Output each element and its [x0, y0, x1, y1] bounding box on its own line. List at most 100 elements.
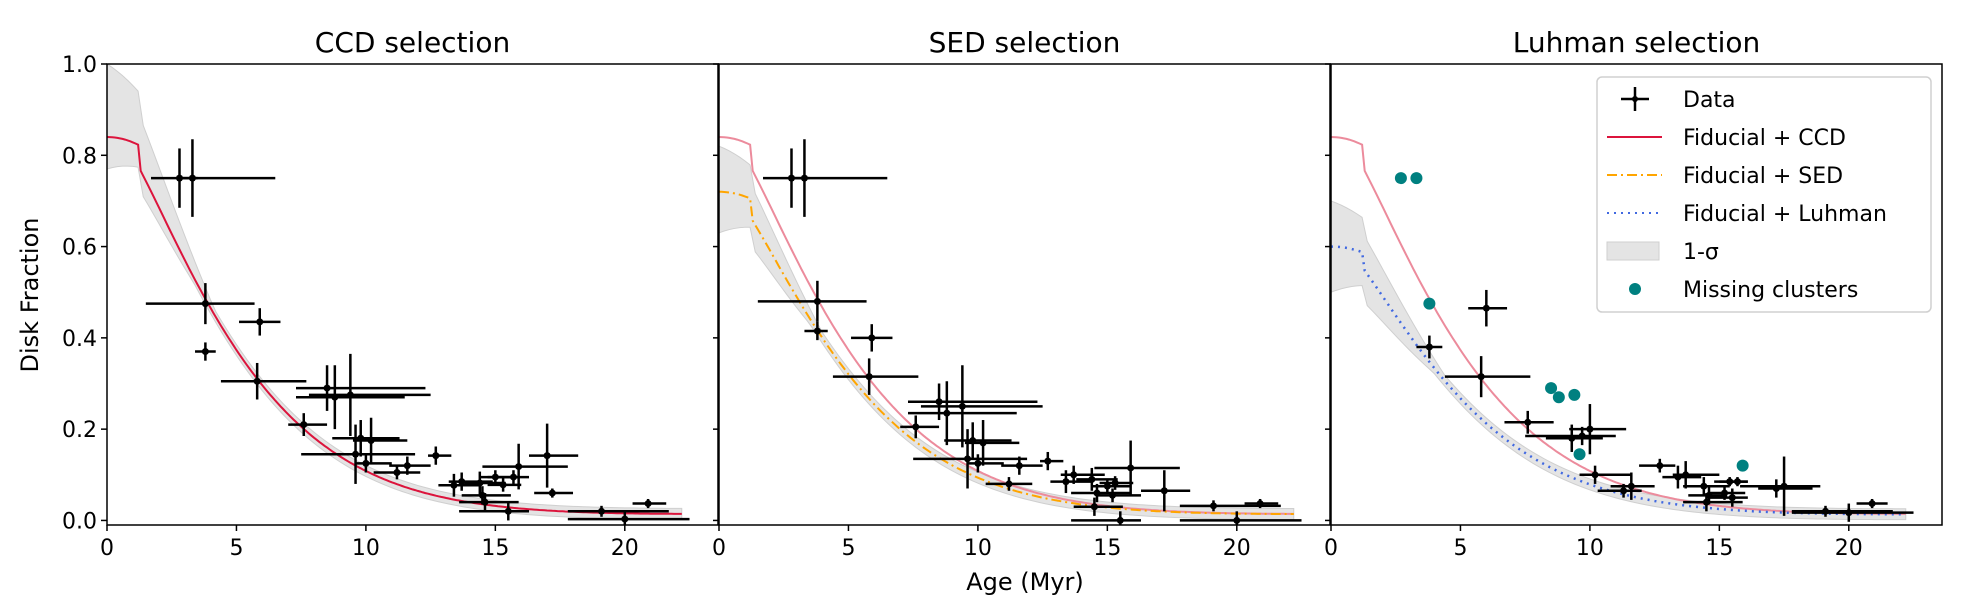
data-point [1569, 404, 1627, 455]
data-point [487, 470, 530, 484]
data-point [308, 353, 431, 436]
x-tick-label: 15 [1093, 536, 1121, 561]
y-tick-label: 0.0 [62, 509, 97, 534]
x-tick-label: 10 [352, 536, 380, 561]
data-point [1060, 465, 1105, 484]
data-point [1073, 497, 1123, 516]
data-point [851, 324, 893, 352]
plot-area [1331, 136, 1914, 522]
data-point [1094, 440, 1180, 496]
data-marker [346, 391, 354, 399]
data-point [804, 321, 828, 341]
data-point [1179, 511, 1302, 525]
data-marker [1111, 479, 1119, 487]
legend-entry-band: 1-σ [1606, 240, 1719, 265]
data-point [373, 465, 421, 480]
data-marker [865, 373, 873, 381]
data-marker [1209, 502, 1217, 510]
missing-cluster-marker [1736, 459, 1749, 472]
data-marker [912, 423, 920, 431]
data-marker [499, 481, 507, 489]
data-point [1525, 426, 1616, 446]
y-axis-label: Disk Fraction [16, 218, 44, 373]
data-point [1672, 461, 1720, 489]
data-marker [300, 421, 308, 429]
data-marker [1127, 464, 1135, 472]
plot-area [107, 64, 690, 525]
x-tick-label: 15 [481, 536, 509, 561]
data-point [1791, 503, 1914, 522]
y-tick-label: 0.8 [62, 144, 97, 169]
data-marker [1477, 373, 1485, 381]
x-tick-label: 20 [1223, 536, 1251, 561]
data-point [1468, 289, 1508, 327]
data-marker [253, 377, 261, 385]
data-marker [958, 402, 966, 410]
data-marker [1524, 418, 1532, 426]
data-point [332, 420, 400, 457]
x-tick-label: 20 [611, 536, 639, 561]
data-point [1141, 470, 1191, 512]
legend-entry-data: Data [1621, 87, 1736, 113]
data-marker [450, 481, 458, 489]
data-marker [1578, 432, 1586, 440]
data-point [900, 415, 940, 439]
data-point [1179, 500, 1281, 512]
legend-entry-sed: Fiducial + SED [1607, 164, 1843, 189]
x-tick-label: 0 [100, 536, 114, 561]
data-point [1040, 451, 1064, 471]
data-marker [548, 489, 556, 497]
data-point [179, 139, 276, 217]
data-marker [1015, 462, 1023, 470]
data-point [1719, 477, 1748, 487]
legend-label: Fiducial + CCD [1683, 126, 1846, 151]
data-marker [1233, 516, 1241, 524]
legend-label: Fiducial + Luhman [1683, 202, 1887, 227]
y-tick-label: 0.2 [62, 418, 97, 443]
data-point [529, 423, 579, 488]
data-marker [621, 515, 629, 523]
data-point [389, 456, 431, 475]
data-marker [1845, 509, 1853, 517]
data-marker [1256, 500, 1264, 508]
x-tick-label: 20 [1835, 536, 1863, 561]
panel-2: SED selection 0 5 10 15 20 [712, 26, 1331, 561]
legend: Data Fiducial + CCD Fiducial + SED Fiducial… [1596, 76, 1932, 313]
panel-title: Luhman selection [1513, 26, 1761, 59]
data-marker [1868, 500, 1876, 508]
axes-frame [718, 63, 1331, 526]
data-marker [1728, 494, 1736, 502]
data-point [913, 429, 1028, 489]
data-point [239, 308, 281, 336]
sed-fiducial-curve [719, 190, 1294, 515]
data-point [1639, 458, 1676, 473]
missing-cluster-marker [1410, 172, 1423, 185]
data-point [295, 365, 426, 411]
x-tick-label: 0 [712, 536, 726, 561]
data-marker [367, 437, 375, 445]
legend-entry-luhman: Fiducial + Luhman [1607, 202, 1887, 227]
data-marker [1109, 491, 1117, 499]
missing-cluster-marker [1423, 297, 1436, 310]
data-marker [1721, 489, 1729, 497]
data-icon [1632, 96, 1638, 102]
data-marker [1682, 471, 1690, 479]
data-point [1597, 483, 1642, 498]
data-point [791, 139, 888, 217]
data-marker [1586, 425, 1594, 433]
data-point [288, 413, 328, 436]
y-tick-label: 0.6 [62, 236, 97, 261]
data-marker [403, 462, 411, 470]
legend-entry-missing: Missing clusters [1629, 278, 1858, 303]
data-marker [1780, 482, 1788, 490]
data-point [220, 362, 307, 400]
panel-1: CCD selection 0 5 10 15 20 0.0 0.2 0.4 0.6 0.8 1.0 [62, 26, 719, 561]
data-marker [597, 507, 605, 515]
data-marker [1482, 304, 1490, 312]
data-marker [188, 174, 196, 182]
data-marker [432, 452, 440, 460]
data-marker [323, 384, 331, 392]
missing-cluster-marker [1568, 388, 1581, 401]
data-point [438, 473, 480, 497]
